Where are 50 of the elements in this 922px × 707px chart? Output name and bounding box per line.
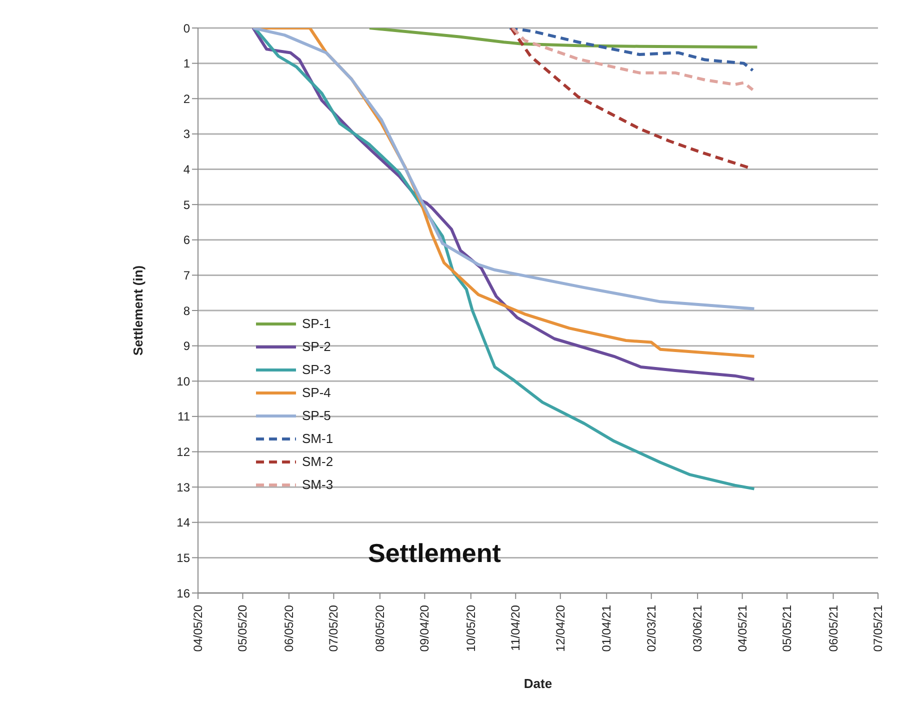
legend-label: SP-2 xyxy=(302,339,331,354)
y-tick-label: 11 xyxy=(178,410,190,424)
x-tick-label: 09/04/20 xyxy=(418,604,432,652)
line-series xyxy=(252,28,756,310)
legend-label: SP-4 xyxy=(302,385,331,400)
x-tick-label: 04/05/21 xyxy=(735,604,750,652)
x-tick-label: 07/05/20 xyxy=(326,604,341,652)
x-tick-label: 05/05/21 xyxy=(780,604,794,652)
y-tick-label: 16 xyxy=(176,586,190,600)
x-tick-label: 08/05/20 xyxy=(372,604,387,652)
y-tick-label: 2 xyxy=(183,92,190,106)
y-tick-label: 8 xyxy=(183,304,190,318)
y-tick-label: 12 xyxy=(176,445,190,460)
y-tick-label: 13 xyxy=(176,480,190,494)
x-tick-label: 07/05/21 xyxy=(871,604,885,652)
x-tick-label: 12/04/20 xyxy=(553,604,568,652)
y-tick-label: 1 xyxy=(183,56,190,71)
x-tick-label: 06/05/21 xyxy=(826,604,840,652)
line-series xyxy=(253,28,756,490)
legend-label: SM-3 xyxy=(302,477,334,492)
line-series xyxy=(511,28,754,92)
text: Settlement xyxy=(368,538,501,569)
y-tick-label: 7 xyxy=(183,268,190,282)
x-axis-title: Date xyxy=(524,676,552,691)
y-tick-label: 5 xyxy=(183,198,190,212)
y-axis-title: Settlement (in) xyxy=(130,265,146,356)
legend-label: SP-5 xyxy=(302,408,331,423)
x-tick-label: 03/06/21 xyxy=(690,604,705,652)
y-tick-label: 15 xyxy=(176,550,190,565)
x-tick-label: 02/03/21 xyxy=(644,604,658,652)
legend-label: SP-3 xyxy=(302,362,331,377)
line-series xyxy=(368,28,759,49)
line-series xyxy=(510,28,750,169)
line-series xyxy=(508,28,754,72)
x-tick-label: 10/05/20 xyxy=(464,604,478,652)
y-tick-label: 0 xyxy=(183,21,190,36)
x-tick-label: 06/05/20 xyxy=(282,604,296,652)
x-tick-label: 11/04/20 xyxy=(508,604,523,651)
y-tick-label: 9 xyxy=(183,339,190,354)
x-tick-label: 01/04/21 xyxy=(600,604,614,652)
x-tick-label: 04/05/20 xyxy=(191,604,205,652)
legend-label: SM-1 xyxy=(302,431,334,446)
y-tick-label: 3 xyxy=(183,127,190,142)
x-tick-label: 05/05/20 xyxy=(236,604,250,652)
y-tick-label: 10 xyxy=(176,374,190,388)
y-tick-label: 14 xyxy=(176,516,190,530)
y-tick-label: 6 xyxy=(183,233,190,248)
legend-label: SM-2 xyxy=(302,454,334,469)
y-tick-label: 4 xyxy=(183,162,190,177)
legend-label: SP-1 xyxy=(302,316,331,331)
